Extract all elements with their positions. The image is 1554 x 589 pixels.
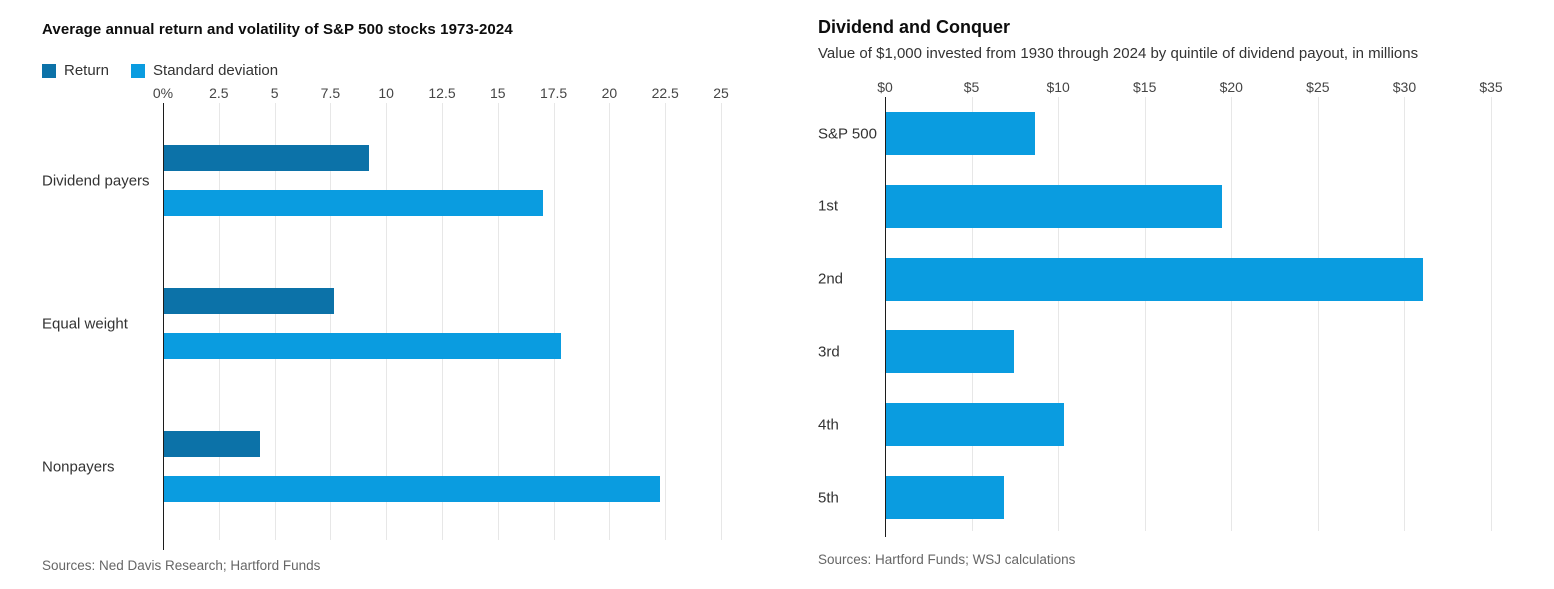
bar-standard-deviation-dividend-payers <box>164 190 544 216</box>
x-tick-label: $15 <box>1133 79 1157 95</box>
legend-label-return: Return <box>64 62 110 79</box>
category-label-2nd: 2nd <box>818 270 844 288</box>
x-tick-label: $0 <box>877 79 893 95</box>
standard-deviation-legend-swatch <box>131 63 146 78</box>
left-chart-sources: Sources: Ned Davis Research; Hartford Fu… <box>42 558 321 573</box>
x-tick-label: 2.5 <box>209 85 229 101</box>
left-chart-legend: Return Standard deviation <box>42 62 278 79</box>
x-tick-label: 7.5 <box>320 85 341 101</box>
x-tick-label: 12.5 <box>428 85 456 101</box>
right-chart-sources: Sources: Hartford Funds; WSJ calculation… <box>818 552 1076 567</box>
legend-label-standard-deviation: Standard deviation <box>153 62 279 79</box>
bar-return-dividend-payers <box>164 145 370 171</box>
right-chart-title: Dividend and Conquer <box>818 17 1011 37</box>
category-label-nonpayers: Nonpayers <box>42 458 115 476</box>
bar-value-of-1-000-invested-in-millions-5th <box>886 476 1004 519</box>
bar-standard-deviation-equal-weight <box>164 332 562 359</box>
return-legend-swatch <box>42 63 56 78</box>
legend-item-standard-deviation: Standard deviation <box>131 62 278 79</box>
right-chart-subtitle: Value of $1,000 invested from 1930 throu… <box>818 45 1419 62</box>
gridline <box>497 103 499 540</box>
gridline <box>218 103 220 540</box>
right-chart-plot: $0 $5 $10 $15 $20 $25 $30 $35 S&P 500 1st 2nd 3rd 4t… <box>818 79 1503 537</box>
gridline <box>1317 97 1319 531</box>
category-label-1st: 1st <box>818 197 839 215</box>
left-chart-title: Average annual return and volatility of … <box>42 21 513 38</box>
bar-value-of-1-000-invested-in-millions-1st <box>886 184 1222 228</box>
x-tick-label: 0% <box>152 85 174 101</box>
gridline <box>721 103 722 540</box>
x-tick-label: 25 <box>713 85 729 101</box>
x-tick-label: 17.5 <box>539 85 568 101</box>
axis-line <box>885 97 886 537</box>
x-tick-label: $5 <box>963 79 980 95</box>
x-tick-label: $25 <box>1306 79 1330 95</box>
bar-value-of-1-000-invested-in-millions-s-p-500 <box>886 112 1035 155</box>
legend-item-return: Return <box>42 62 109 79</box>
category-label-3rd: 3rd <box>818 343 840 361</box>
gridline <box>1231 97 1233 531</box>
x-tick-label: 5 <box>270 85 279 101</box>
category-label-dividend-payers: Dividend payers <box>42 172 150 190</box>
gridline <box>330 103 332 540</box>
bar-return-equal-weight <box>164 287 334 314</box>
gridline <box>442 103 443 540</box>
gridline <box>609 103 611 540</box>
gridline <box>1404 97 1406 531</box>
gridline <box>274 103 276 540</box>
axis-line <box>163 103 164 550</box>
bar-return-nonpayers <box>164 430 260 457</box>
bar-value-of-1-000-invested-in-millions-3rd <box>886 330 1015 374</box>
gridline <box>1491 97 1492 531</box>
bar-value-of-1-000-invested-in-millions-4th <box>886 403 1065 447</box>
gridline <box>971 97 973 531</box>
x-tick-label: 15 <box>490 85 506 101</box>
category-label-s-p-500: S&P 500 <box>818 125 877 142</box>
gridline <box>1144 97 1146 531</box>
gridline <box>386 103 388 540</box>
x-tick-label: $35 <box>1479 79 1503 95</box>
gridline <box>1058 97 1060 531</box>
left-chart-plot: 0% 2.5 5 7.5 10 12.5 15 17.5 20 22.5 25 Dividend pa… <box>42 85 729 550</box>
x-tick-label: $30 <box>1392 79 1417 95</box>
x-tick-label: 22.5 <box>651 85 679 101</box>
gridline <box>665 103 667 540</box>
x-tick-label: 20 <box>601 85 618 101</box>
category-label-5th: 5th <box>818 489 839 506</box>
category-label-4th: 4th <box>818 416 839 434</box>
bar-value-of-1-000-invested-in-millions-2nd <box>886 257 1423 301</box>
x-tick-label: 10 <box>378 85 394 101</box>
category-label-equal-weight: Equal weight <box>42 315 128 333</box>
gridline <box>553 103 555 540</box>
bar-standard-deviation-nonpayers <box>164 475 660 502</box>
x-tick-label: $20 <box>1219 79 1243 95</box>
x-tick-label: $10 <box>1046 79 1070 95</box>
